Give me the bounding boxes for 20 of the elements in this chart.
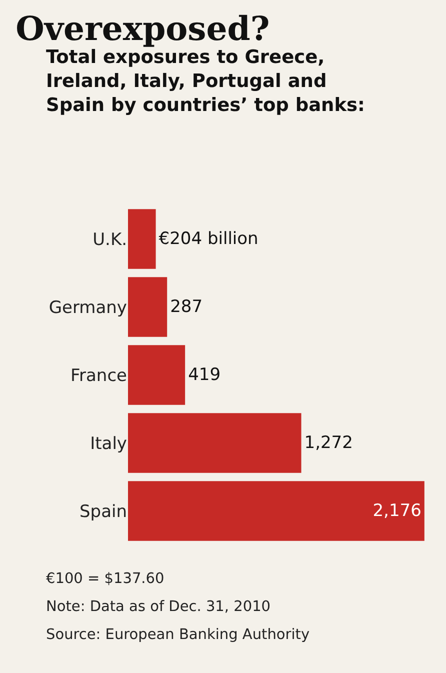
- source-note: Source: European Banking Authority: [46, 627, 310, 643]
- text: Note: Data as of Dec. 31, 2010: [46, 599, 271, 615]
- y-tick-label: Germany: [48, 298, 127, 318]
- data-label: 419: [188, 365, 221, 385]
- text: €100 = $137.60: [46, 571, 164, 587]
- y-tick-label: U.K.: [92, 230, 127, 250]
- data-label: 1,272: [304, 433, 353, 453]
- bar: [128, 481, 424, 541]
- bar: [128, 277, 168, 337]
- y-tick-label: Spain: [80, 502, 127, 522]
- y-tick-label: France: [70, 366, 127, 386]
- data-label: 287: [170, 297, 203, 317]
- y-tick-label: Italy: [90, 434, 127, 454]
- chart-subtitle: Total exposures to Greece, Ireland, Italy, Portugal and Spain by countries’ top banks:: [46, 47, 365, 116]
- bar: [128, 413, 302, 473]
- data-label: 2,176: [372, 501, 422, 521]
- chart-title: Overexposed?: [16, 8, 270, 48]
- bar: [128, 345, 186, 405]
- data-label: €204 billion: [158, 229, 258, 249]
- bar: [128, 209, 156, 269]
